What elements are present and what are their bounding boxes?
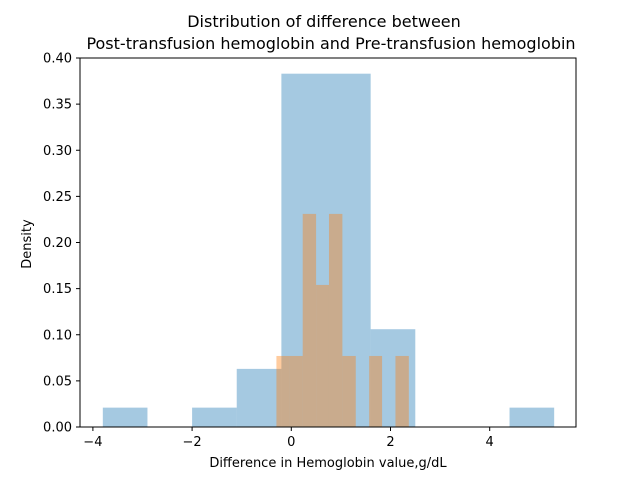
x-tick-label: 4 (486, 435, 494, 450)
histogram-bar-series-1-bin-3 (236, 368, 282, 427)
histogram-bar-series-2-bin-4 (316, 284, 329, 427)
y-tick-label: 0.35 (43, 98, 72, 113)
x-tick-label: −4 (83, 435, 102, 450)
x-axis-label: Difference in Hemoglobin value,g/dL (209, 456, 447, 471)
y-tick-label: 0.10 (43, 328, 72, 343)
histogram-bar-series-2-bin-2 (289, 355, 303, 427)
histogram-bar-series-1-bin-4 (281, 73, 327, 428)
y-tick-label: 0.00 (43, 421, 72, 436)
y-tick-label: 0.20 (43, 236, 72, 251)
histogram-bar-series-1-bin-5 (326, 73, 371, 428)
histogram-bar-series-2-bin-3 (302, 213, 317, 427)
histogram-bar-series-1-bin-7 (509, 407, 555, 427)
y-axis-label: Density (20, 219, 35, 269)
histogram-bar-series-2-bin-8 (395, 355, 409, 427)
y-tick-label: 0.25 (43, 190, 72, 205)
x-tick-label: 0 (287, 435, 295, 450)
histogram-bar-series-2-bin-6 (342, 355, 356, 427)
x-tick-label: 2 (386, 435, 394, 450)
plot-area: −4 −2 0 2 4 0.00 0.05 0.10 0.15 0.20 0.25 0.30 0.35 0… (43, 52, 577, 450)
y-tick-label: 0.15 (43, 282, 72, 297)
histogram-bar-series-1-bin-1 (102, 407, 148, 427)
histogram-bar-series-2-bin-7 (369, 355, 383, 427)
histogram-bar-series-2-bin-1 (276, 355, 290, 427)
chart-title-line-2: Post-transfusion hemoglobin and Pre-tran… (86, 34, 575, 53)
y-tick-label: 0.05 (43, 374, 72, 389)
histogram-bar-series-2-bin-5 (328, 213, 343, 427)
histogram-bar-series-1-bin-6 (370, 329, 416, 427)
y-tick-label: 0.30 (43, 144, 72, 159)
histogram-bar-series-1-bin-2 (192, 407, 237, 427)
y-tick-label: 0.40 (43, 52, 72, 67)
chart-title-line-1: Distribution of difference between (187, 12, 461, 31)
x-tick-label: −2 (183, 435, 202, 450)
